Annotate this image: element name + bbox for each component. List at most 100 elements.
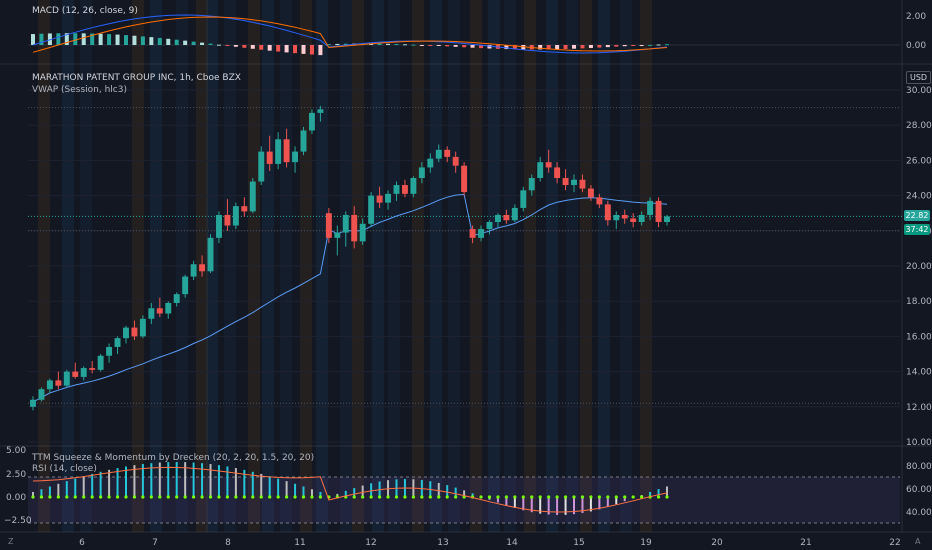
- macd-histogram-bar: [276, 45, 281, 52]
- macd-histogram-bar: [174, 39, 179, 45]
- candle-body: [283, 139, 290, 163]
- macd-histogram-bar: [107, 34, 112, 45]
- squeeze-dot: [208, 495, 213, 499]
- candle-body: [199, 264, 206, 272]
- osc-right-tick-80: 80.00: [906, 462, 932, 472]
- osc-left-tick-2-5: 2.50: [6, 470, 27, 480]
- macd-histogram-bar: [140, 36, 145, 45]
- candle-body: [359, 223, 366, 242]
- squeeze-dot: [623, 495, 627, 499]
- squeeze-dot: [285, 495, 289, 499]
- squeeze-dot: [377, 495, 382, 499]
- macd-histogram-bar: [73, 33, 78, 45]
- squeeze-dot: [48, 495, 52, 499]
- squeeze-dot: [149, 495, 153, 499]
- x-tick-label: 22: [889, 538, 900, 548]
- y-tick-label: 30.00: [906, 86, 932, 96]
- candle-body: [579, 179, 586, 189]
- y-tick-label: 10.00: [906, 438, 932, 448]
- macd-histogram-bar: [504, 45, 509, 50]
- candle-body: [351, 214, 358, 242]
- candle-body: [89, 368, 96, 370]
- osc-right-tick-40: 40.00: [906, 508, 932, 518]
- macd-histogram-bar: [563, 45, 568, 49]
- currency-badge[interactable]: USD: [906, 71, 932, 84]
- squeeze-dot: [445, 495, 449, 499]
- candle-body: [182, 276, 189, 295]
- y-tick-label: 28.00: [906, 121, 932, 131]
- macd-histogram-bar: [631, 45, 636, 46]
- candle-body: [486, 222, 493, 230]
- x-tick-label: 7: [152, 538, 158, 548]
- candle-body: [309, 112, 315, 131]
- squeeze-dot: [115, 495, 120, 499]
- macd-histogram-bar: [386, 43, 391, 45]
- candle-body: [444, 149, 451, 157]
- macd-histogram-bar: [200, 42, 205, 45]
- macd-histogram-bar: [98, 33, 103, 45]
- squeeze-dot: [31, 495, 35, 499]
- macd-histogram-bar: [470, 45, 475, 48]
- squeeze-dot: [192, 495, 196, 499]
- x-tick-label: 19: [640, 538, 652, 548]
- macd-histogram-bar: [445, 45, 450, 47]
- candle-body: [80, 368, 87, 377]
- candle-body: [528, 178, 535, 191]
- macd-histogram-bar: [326, 44, 331, 46]
- macd-histogram-bar: [284, 45, 289, 53]
- macd-line: [32, 14, 668, 54]
- macd-histogram-bar: [555, 45, 560, 50]
- rsi-line: [32, 466, 668, 513]
- x-tick-label: 14: [506, 538, 518, 548]
- macd-histogram-bar: [656, 44, 661, 46]
- candle-body: [385, 193, 391, 203]
- y-tick-label: 26.00: [906, 156, 932, 166]
- x-tick-label: 20: [711, 538, 723, 548]
- macd-histogram-bar: [487, 45, 492, 49]
- macd-histogram-bar: [605, 45, 610, 48]
- squeeze-dot: [310, 495, 314, 499]
- macd-histogram-bar: [512, 45, 517, 50]
- candle-body: [173, 294, 180, 303]
- candle-body: [46, 380, 53, 390]
- squeeze-dot: [411, 495, 415, 499]
- chart-title: MARATHON PATENT GROUP INC, 1h, Cboe BZX: [32, 73, 241, 83]
- rsi-label: RSI (14, close): [32, 464, 97, 474]
- candle-body: [300, 130, 307, 152]
- candle-body: [537, 162, 544, 178]
- x-tick-label: 13: [437, 538, 448, 548]
- auto-scale-icon[interactable]: A: [915, 537, 921, 546]
- squeeze-dot: [56, 495, 60, 499]
- squeeze-dot: [521, 495, 525, 499]
- candle-body: [207, 237, 214, 272]
- macd-histogram-bar: [369, 43, 374, 45]
- squeeze-dot: [513, 495, 517, 499]
- squeeze-dot: [361, 495, 365, 499]
- macd-tick-2: 2.00: [906, 12, 927, 22]
- macd-histogram-bar: [588, 45, 593, 48]
- candle-body: [478, 229, 484, 238]
- squeeze-dot: [454, 495, 458, 499]
- candle-body: [393, 185, 400, 194]
- macd-histogram-bar: [47, 33, 52, 45]
- y-tick-label: 24.00: [906, 192, 932, 202]
- zoom-icon[interactable]: Z: [8, 537, 14, 546]
- squeeze-dot: [132, 495, 137, 499]
- macd-histogram-bar: [123, 35, 128, 45]
- candle-body: [72, 371, 79, 377]
- candle-body: [503, 214, 510, 221]
- candle-body: [562, 178, 569, 186]
- candle-body: [376, 195, 383, 203]
- candle-body: [216, 214, 222, 238]
- candle-body: [232, 206, 239, 226]
- vwap-label: VWAP (Session, hlc3): [32, 85, 127, 95]
- squeeze-dot: [251, 495, 255, 499]
- candle-body: [258, 151, 265, 182]
- last-price-tag: 22.82: [904, 210, 930, 221]
- candle-body: [114, 338, 121, 347]
- squeeze-dot: [318, 495, 323, 499]
- macd-histogram-bar: [157, 37, 162, 45]
- candle-body: [266, 151, 273, 164]
- squeeze-dot: [487, 495, 492, 499]
